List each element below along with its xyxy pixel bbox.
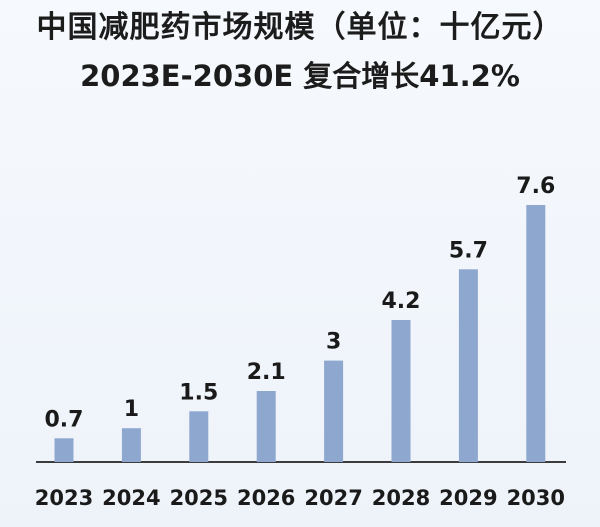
chart-title: 中国减肥药市场规模（单位：十亿元） [36,10,564,45]
value-label-2026: 2.1 [247,360,286,385]
bar-2027 [324,360,344,462]
bar-2029 [458,269,478,463]
x-tick-label-2023: 2023 [35,486,93,510]
x-tick-label-2024: 2024 [102,486,160,510]
bar-2024 [121,428,141,462]
x-tick-label-2025: 2025 [170,486,228,510]
x-tick-label-2030: 2030 [507,486,565,510]
chart-subtitle: 2023E-2030E 复合增长41.2% [80,59,520,93]
bar-2026 [256,391,276,462]
bar-2030 [526,205,546,462]
bar-2025 [189,411,209,462]
x-tick-label-2026: 2026 [237,486,295,510]
value-label-2030: 7.6 [516,174,555,199]
x-tick-label-2029: 2029 [439,486,497,510]
value-label-2027: 3 [326,330,341,355]
bar-2028 [391,320,411,462]
x-tick-label-2027: 2027 [304,486,362,510]
value-label-2025: 1.5 [179,380,218,405]
value-label-2029: 5.7 [449,238,488,263]
value-label-2023: 0.7 [45,407,84,432]
value-label-2024: 1 [124,397,139,422]
value-label-2028: 4.2 [382,289,421,314]
x-tick-label-2028: 2028 [372,486,430,510]
bar-2023 [54,438,74,462]
